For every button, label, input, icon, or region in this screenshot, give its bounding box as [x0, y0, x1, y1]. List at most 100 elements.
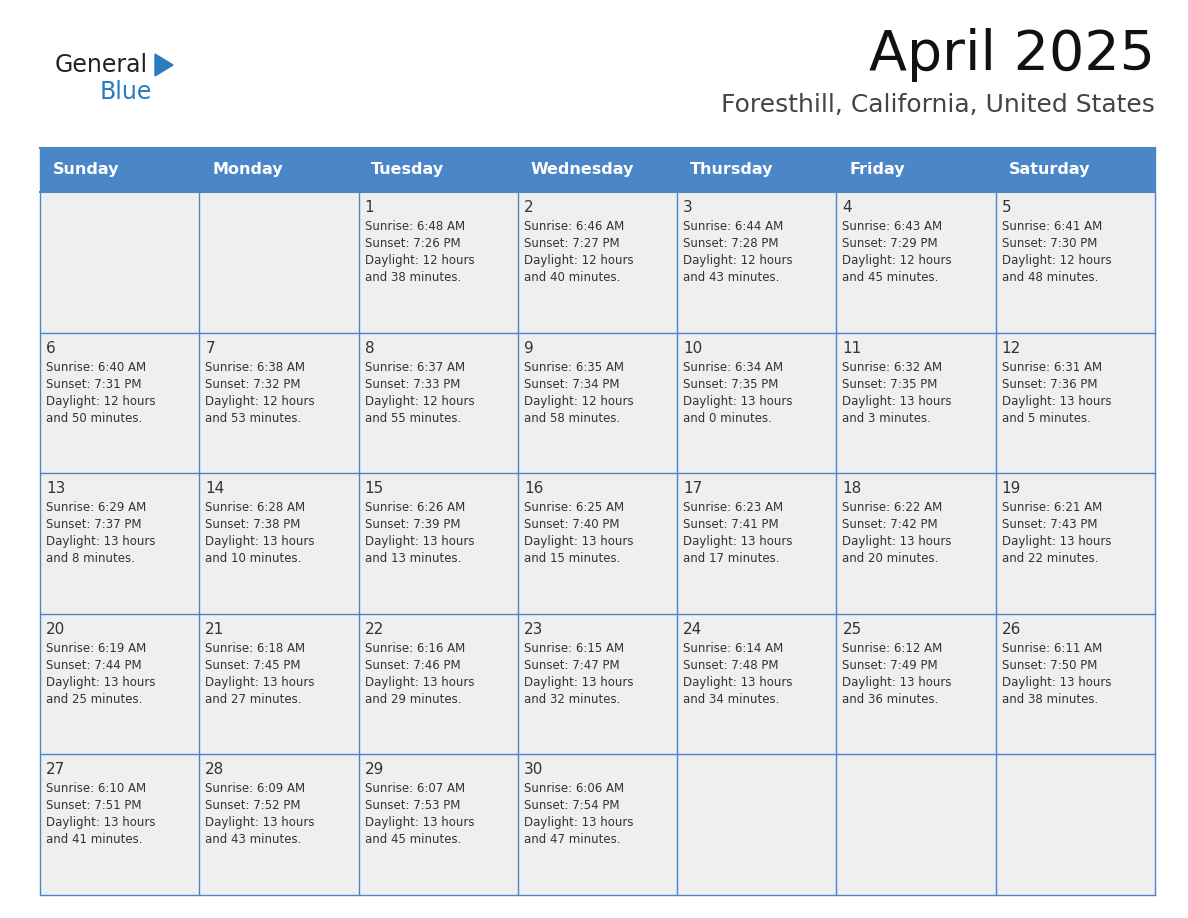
Text: Monday: Monday	[211, 162, 283, 177]
Text: 18: 18	[842, 481, 861, 497]
Text: Sunrise: 6:28 AM
Sunset: 7:38 PM
Daylight: 13 hours
and 10 minutes.: Sunrise: 6:28 AM Sunset: 7:38 PM Dayligh…	[206, 501, 315, 565]
Text: 28: 28	[206, 763, 225, 778]
Bar	[518, 332, 677, 473]
Text: 7: 7	[206, 341, 215, 355]
Text: 15: 15	[365, 481, 384, 497]
Bar	[200, 755, 359, 895]
Bar	[996, 192, 1155, 332]
Bar	[518, 473, 677, 614]
Text: 3: 3	[683, 200, 693, 215]
Bar	[518, 614, 677, 755]
Text: 19: 19	[1001, 481, 1022, 497]
Text: 29: 29	[365, 763, 384, 778]
Bar	[836, 473, 996, 614]
Bar	[996, 755, 1155, 895]
Bar	[200, 332, 359, 473]
Text: Sunrise: 6:09 AM
Sunset: 7:52 PM
Daylight: 13 hours
and 43 minutes.: Sunrise: 6:09 AM Sunset: 7:52 PM Dayligh…	[206, 782, 315, 846]
Text: Sunrise: 6:18 AM
Sunset: 7:45 PM
Daylight: 13 hours
and 27 minutes.: Sunrise: 6:18 AM Sunset: 7:45 PM Dayligh…	[206, 642, 315, 706]
Text: Sunrise: 6:43 AM
Sunset: 7:29 PM
Daylight: 12 hours
and 45 minutes.: Sunrise: 6:43 AM Sunset: 7:29 PM Dayligh…	[842, 220, 952, 284]
Text: Friday: Friday	[849, 162, 905, 177]
Bar	[40, 192, 200, 332]
Text: 13: 13	[46, 481, 65, 497]
Bar	[200, 614, 359, 755]
Text: Sunrise: 6:34 AM
Sunset: 7:35 PM
Daylight: 13 hours
and 0 minutes.: Sunrise: 6:34 AM Sunset: 7:35 PM Dayligh…	[683, 361, 792, 425]
Text: Tuesday: Tuesday	[372, 162, 444, 177]
Bar	[677, 332, 836, 473]
Text: Sunrise: 6:07 AM
Sunset: 7:53 PM
Daylight: 13 hours
and 45 minutes.: Sunrise: 6:07 AM Sunset: 7:53 PM Dayligh…	[365, 782, 474, 846]
Bar	[359, 473, 518, 614]
Bar	[677, 192, 836, 332]
Text: 30: 30	[524, 763, 543, 778]
Bar	[200, 473, 359, 614]
Text: 5: 5	[1001, 200, 1011, 215]
Bar	[359, 614, 518, 755]
Polygon shape	[154, 54, 173, 76]
Text: Sunrise: 6:35 AM
Sunset: 7:34 PM
Daylight: 12 hours
and 58 minutes.: Sunrise: 6:35 AM Sunset: 7:34 PM Dayligh…	[524, 361, 633, 425]
Text: 6: 6	[46, 341, 56, 355]
Text: Sunrise: 6:19 AM
Sunset: 7:44 PM
Daylight: 13 hours
and 25 minutes.: Sunrise: 6:19 AM Sunset: 7:44 PM Dayligh…	[46, 642, 156, 706]
Bar	[359, 192, 518, 332]
Text: Blue: Blue	[100, 80, 152, 104]
Bar	[40, 614, 200, 755]
Text: Sunrise: 6:29 AM
Sunset: 7:37 PM
Daylight: 13 hours
and 8 minutes.: Sunrise: 6:29 AM Sunset: 7:37 PM Dayligh…	[46, 501, 156, 565]
Text: Sunrise: 6:10 AM
Sunset: 7:51 PM
Daylight: 13 hours
and 41 minutes.: Sunrise: 6:10 AM Sunset: 7:51 PM Dayligh…	[46, 782, 156, 846]
Text: 12: 12	[1001, 341, 1020, 355]
Text: Sunrise: 6:25 AM
Sunset: 7:40 PM
Daylight: 13 hours
and 15 minutes.: Sunrise: 6:25 AM Sunset: 7:40 PM Dayligh…	[524, 501, 633, 565]
Text: Sunrise: 6:44 AM
Sunset: 7:28 PM
Daylight: 12 hours
and 43 minutes.: Sunrise: 6:44 AM Sunset: 7:28 PM Dayligh…	[683, 220, 792, 284]
Text: 10: 10	[683, 341, 702, 355]
Bar	[996, 332, 1155, 473]
Text: 26: 26	[1001, 621, 1022, 637]
Bar	[359, 332, 518, 473]
Text: Sunrise: 6:40 AM
Sunset: 7:31 PM
Daylight: 12 hours
and 50 minutes.: Sunrise: 6:40 AM Sunset: 7:31 PM Dayligh…	[46, 361, 156, 425]
Text: 23: 23	[524, 621, 543, 637]
Text: Sunday: Sunday	[52, 162, 119, 177]
Text: Sunrise: 6:22 AM
Sunset: 7:42 PM
Daylight: 13 hours
and 20 minutes.: Sunrise: 6:22 AM Sunset: 7:42 PM Dayligh…	[842, 501, 952, 565]
Text: Sunrise: 6:15 AM
Sunset: 7:47 PM
Daylight: 13 hours
and 32 minutes.: Sunrise: 6:15 AM Sunset: 7:47 PM Dayligh…	[524, 642, 633, 706]
Text: Foresthill, California, United States: Foresthill, California, United States	[721, 93, 1155, 117]
Text: Sunrise: 6:21 AM
Sunset: 7:43 PM
Daylight: 13 hours
and 22 minutes.: Sunrise: 6:21 AM Sunset: 7:43 PM Dayligh…	[1001, 501, 1111, 565]
Text: Wednesday: Wednesday	[531, 162, 634, 177]
Bar	[677, 614, 836, 755]
Text: Sunrise: 6:26 AM
Sunset: 7:39 PM
Daylight: 13 hours
and 13 minutes.: Sunrise: 6:26 AM Sunset: 7:39 PM Dayligh…	[365, 501, 474, 565]
Text: Thursday: Thursday	[690, 162, 773, 177]
Bar	[996, 614, 1155, 755]
Text: Sunrise: 6:16 AM
Sunset: 7:46 PM
Daylight: 13 hours
and 29 minutes.: Sunrise: 6:16 AM Sunset: 7:46 PM Dayligh…	[365, 642, 474, 706]
Text: 9: 9	[524, 341, 533, 355]
Bar	[359, 755, 518, 895]
Text: Sunrise: 6:46 AM
Sunset: 7:27 PM
Daylight: 12 hours
and 40 minutes.: Sunrise: 6:46 AM Sunset: 7:27 PM Dayligh…	[524, 220, 633, 284]
Bar	[200, 192, 359, 332]
Text: 2: 2	[524, 200, 533, 215]
Text: 1: 1	[365, 200, 374, 215]
Text: 8: 8	[365, 341, 374, 355]
Text: 21: 21	[206, 621, 225, 637]
Text: Sunrise: 6:06 AM
Sunset: 7:54 PM
Daylight: 13 hours
and 47 minutes.: Sunrise: 6:06 AM Sunset: 7:54 PM Dayligh…	[524, 782, 633, 846]
Text: Sunrise: 6:14 AM
Sunset: 7:48 PM
Daylight: 13 hours
and 34 minutes.: Sunrise: 6:14 AM Sunset: 7:48 PM Dayligh…	[683, 642, 792, 706]
Text: 24: 24	[683, 621, 702, 637]
Bar	[40, 473, 200, 614]
Text: Sunrise: 6:11 AM
Sunset: 7:50 PM
Daylight: 13 hours
and 38 minutes.: Sunrise: 6:11 AM Sunset: 7:50 PM Dayligh…	[1001, 642, 1111, 706]
Bar	[518, 192, 677, 332]
Text: Sunrise: 6:48 AM
Sunset: 7:26 PM
Daylight: 12 hours
and 38 minutes.: Sunrise: 6:48 AM Sunset: 7:26 PM Dayligh…	[365, 220, 474, 284]
Text: 17: 17	[683, 481, 702, 497]
Bar	[40, 755, 200, 895]
Text: 14: 14	[206, 481, 225, 497]
Bar	[40, 332, 200, 473]
Bar	[677, 473, 836, 614]
Text: 16: 16	[524, 481, 543, 497]
Bar	[518, 755, 677, 895]
Text: April 2025: April 2025	[868, 28, 1155, 82]
Text: 22: 22	[365, 621, 384, 637]
Bar	[836, 332, 996, 473]
Text: Saturday: Saturday	[1009, 162, 1089, 177]
Text: 20: 20	[46, 621, 65, 637]
Text: Sunrise: 6:23 AM
Sunset: 7:41 PM
Daylight: 13 hours
and 17 minutes.: Sunrise: 6:23 AM Sunset: 7:41 PM Dayligh…	[683, 501, 792, 565]
Bar	[40, 148, 1155, 192]
Bar	[836, 192, 996, 332]
Text: Sunrise: 6:12 AM
Sunset: 7:49 PM
Daylight: 13 hours
and 36 minutes.: Sunrise: 6:12 AM Sunset: 7:49 PM Dayligh…	[842, 642, 952, 706]
Bar	[836, 614, 996, 755]
Text: 11: 11	[842, 341, 861, 355]
Text: 4: 4	[842, 200, 852, 215]
Text: Sunrise: 6:41 AM
Sunset: 7:30 PM
Daylight: 12 hours
and 48 minutes.: Sunrise: 6:41 AM Sunset: 7:30 PM Dayligh…	[1001, 220, 1111, 284]
Text: 27: 27	[46, 763, 65, 778]
Text: Sunrise: 6:31 AM
Sunset: 7:36 PM
Daylight: 13 hours
and 5 minutes.: Sunrise: 6:31 AM Sunset: 7:36 PM Dayligh…	[1001, 361, 1111, 425]
